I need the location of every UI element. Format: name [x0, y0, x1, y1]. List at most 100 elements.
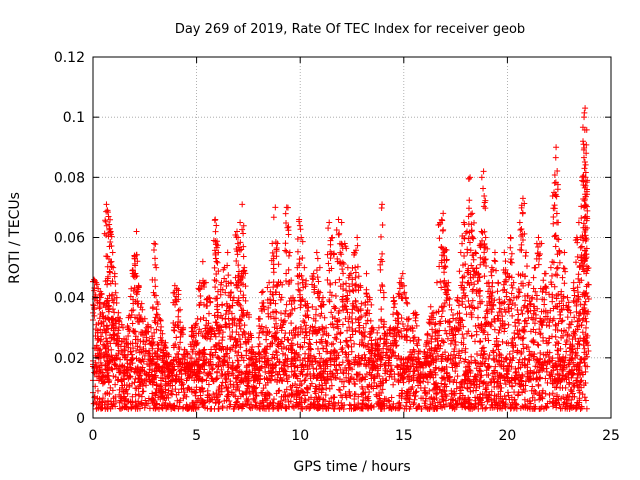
- data-point: [388, 394, 395, 401]
- data-point: [335, 399, 342, 406]
- data-point: [308, 380, 315, 387]
- data-point: [301, 392, 308, 399]
- data-point: [579, 391, 586, 398]
- data-point: [109, 387, 116, 394]
- data-point: [284, 378, 291, 385]
- data-point: [117, 356, 124, 363]
- data-point: [397, 356, 404, 363]
- data-point: [215, 387, 222, 394]
- data-point: [438, 380, 445, 387]
- data-point: [496, 357, 503, 364]
- data-point: [546, 391, 553, 398]
- data-point: [328, 382, 335, 389]
- data-point: [410, 401, 417, 408]
- data-point: [278, 404, 285, 411]
- data-point: [279, 401, 286, 408]
- data-point: [256, 405, 263, 412]
- data-point: [578, 405, 585, 412]
- data-point: [360, 397, 367, 404]
- data-point: [103, 358, 110, 365]
- data-point: [236, 387, 243, 394]
- data-point: [256, 400, 263, 407]
- data-point: [326, 385, 333, 392]
- data-point: [223, 384, 230, 391]
- data-point: [533, 369, 540, 376]
- data-point: [335, 386, 342, 393]
- data-point: [319, 382, 326, 389]
- data-point: [158, 402, 165, 409]
- data-point: [465, 397, 472, 404]
- data-point: [253, 356, 260, 363]
- data-point: [213, 394, 220, 401]
- data-point: [138, 393, 145, 400]
- data-point: [459, 384, 466, 391]
- data-point: [109, 366, 116, 373]
- data-point: [438, 390, 445, 397]
- data-point: [133, 402, 140, 409]
- data-point: [485, 391, 492, 398]
- data-point: [458, 387, 465, 394]
- data-point: [424, 379, 431, 386]
- data-point: [112, 381, 119, 388]
- data-point: [401, 405, 408, 412]
- data-point: [402, 395, 409, 402]
- data-point: [411, 400, 418, 407]
- data-point: [355, 403, 362, 410]
- data-point: [562, 384, 569, 391]
- data-point: [566, 381, 573, 388]
- data-point: [235, 357, 242, 364]
- data-point: [110, 400, 117, 407]
- data-point: [460, 396, 467, 403]
- data-point: [446, 403, 453, 410]
- data-point: [181, 389, 188, 396]
- data-point: [132, 398, 139, 405]
- data-point: [386, 398, 393, 405]
- data-point: [157, 383, 164, 390]
- data-point: [343, 394, 350, 401]
- data-point: [227, 401, 234, 408]
- data-point: [472, 400, 479, 407]
- data-point: [138, 399, 145, 406]
- data-point: [413, 388, 420, 395]
- data-point: [264, 402, 271, 409]
- data-point: [567, 386, 574, 393]
- data-point: [133, 355, 140, 362]
- data-point: [140, 388, 147, 395]
- data-point: [483, 404, 490, 411]
- data-point: [197, 392, 204, 399]
- data-point: [310, 365, 317, 372]
- data-point: [98, 404, 105, 411]
- data-point: [104, 397, 111, 404]
- data-point: [209, 396, 216, 403]
- data-point: [109, 403, 116, 410]
- data-point: [539, 389, 546, 396]
- data-point: [101, 401, 108, 408]
- data-point: [570, 380, 577, 387]
- data-point: [559, 405, 566, 412]
- data-point: [351, 396, 358, 403]
- data-point: [549, 399, 556, 406]
- data-point: [549, 390, 556, 397]
- data-point: [290, 404, 297, 411]
- data-point: [502, 355, 509, 362]
- data-point: [452, 397, 459, 404]
- data-point: [506, 379, 513, 386]
- data-point: [282, 393, 289, 400]
- data-point: [517, 364, 524, 371]
- data-point: [200, 400, 207, 407]
- data-point: [340, 383, 347, 390]
- data-point: [515, 388, 522, 395]
- data-point: [207, 405, 214, 412]
- data-point: [203, 377, 210, 384]
- data-point: [535, 381, 542, 388]
- data-point: [422, 389, 429, 396]
- data-point: [542, 403, 549, 410]
- data-point: [417, 385, 424, 392]
- data-point: [169, 382, 176, 389]
- data-point: [331, 394, 338, 401]
- data-point: [134, 405, 141, 412]
- data-point: [117, 368, 124, 375]
- data-point: [172, 386, 179, 393]
- data-point: [347, 393, 354, 400]
